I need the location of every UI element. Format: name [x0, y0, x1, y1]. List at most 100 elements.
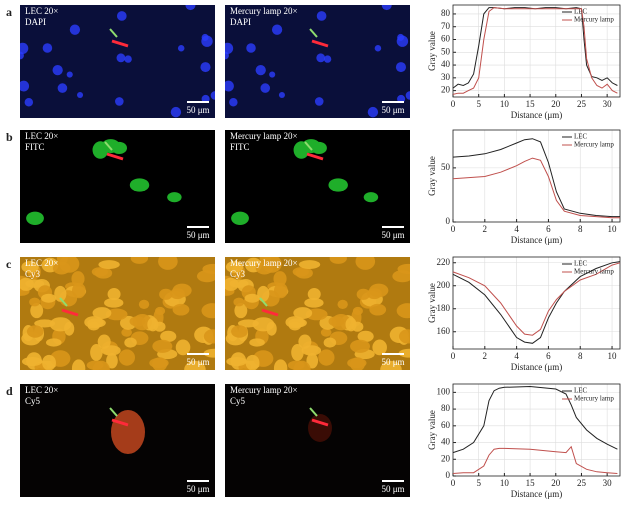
image-content: LEC 20×Cy5 50 μm	[20, 384, 215, 497]
arrow	[309, 407, 318, 417]
data-line	[452, 7, 618, 95]
cell	[49, 317, 72, 332]
image-label: Mercury lamp 20×	[230, 258, 298, 268]
y-tick-label: 40	[441, 437, 451, 447]
profile-line	[106, 152, 124, 161]
image-label: Mercury lamp 20×	[230, 6, 298, 16]
arrow	[309, 28, 318, 38]
legend-label: LEC	[574, 260, 588, 268]
panel-letter: c	[6, 257, 12, 271]
cell	[159, 288, 173, 300]
cell	[231, 325, 248, 338]
image-label: DAPI	[25, 17, 46, 27]
cell	[298, 334, 312, 349]
y-tick-label: 200	[437, 280, 451, 290]
cell	[71, 359, 86, 370]
nucleus	[395, 62, 407, 73]
cell	[90, 344, 103, 361]
micrograph: Mercury lamp 20×FITC 50 μm	[225, 130, 410, 243]
cell	[392, 270, 410, 283]
cell	[97, 334, 111, 349]
cell	[225, 261, 244, 273]
x-tick-label: 8	[578, 224, 583, 234]
cell	[130, 257, 149, 264]
nucleus	[201, 94, 210, 104]
image-content: Mercury lamp 20×FITC 50 μm	[225, 130, 410, 243]
nucleus	[170, 106, 182, 118]
cell	[244, 293, 260, 303]
cell	[345, 317, 357, 332]
cell	[152, 339, 173, 353]
x-axis-label: Distance (μm)	[511, 110, 563, 120]
cell	[54, 285, 67, 302]
cell	[298, 260, 321, 269]
panel-letter: a	[6, 5, 12, 19]
cell	[380, 360, 402, 370]
image-label: LEC 20×	[25, 385, 58, 395]
nucleus	[24, 98, 34, 107]
scale-label: 50 μm	[186, 484, 209, 494]
cell	[225, 277, 239, 291]
cell	[352, 306, 363, 316]
cell	[245, 354, 260, 370]
legend-label: Mercury lamp	[574, 395, 614, 403]
data-line	[452, 262, 621, 336]
nucleus	[316, 11, 327, 21]
cell	[21, 261, 39, 273]
nucleus	[397, 33, 405, 41]
scale-label: 50 μm	[186, 230, 209, 240]
cell	[42, 354, 56, 370]
y-tick-label: 220	[437, 257, 451, 267]
cell	[329, 257, 347, 264]
cell	[369, 303, 387, 316]
image-label: Cy5	[230, 396, 246, 406]
y-axis-label: Gray value	[427, 410, 437, 450]
micrograph: Mercury lamp 20×Cy3 50 μm	[225, 257, 410, 370]
x-tick-label: 4	[514, 351, 519, 361]
y-tick-label: 60	[441, 34, 451, 44]
x-tick-label: 10	[608, 224, 618, 234]
cell	[337, 299, 348, 309]
micrograph: LEC 20×FITC 50 μm	[20, 130, 215, 243]
legend-label: LEC	[574, 133, 588, 141]
cell	[94, 267, 113, 279]
y-tick-label: 0	[446, 216, 451, 226]
nucleus	[255, 64, 266, 76]
cell	[92, 360, 110, 370]
cell	[138, 299, 150, 309]
micrograph: LEC 20×Cy3 50 μm	[20, 257, 215, 370]
cell	[106, 353, 118, 369]
cell	[323, 337, 337, 348]
y-axis-label: Gray value	[427, 156, 437, 196]
cell	[356, 288, 371, 300]
cell	[118, 349, 135, 366]
cell	[234, 302, 248, 319]
x-tick-label: 0	[451, 351, 456, 361]
scale-label: 50 μm	[381, 230, 404, 240]
plot-frame	[452, 256, 621, 350]
y-tick-label: 80	[441, 8, 451, 18]
image-label: Cy3	[230, 269, 246, 279]
image-label: FITC	[230, 142, 250, 152]
data-line	[452, 261, 621, 344]
cell	[111, 141, 128, 155]
cell	[273, 359, 288, 370]
x-axis-label: Distance (μm)	[511, 362, 563, 372]
y-tick-label: 50	[441, 162, 451, 172]
nucleus	[367, 106, 379, 118]
micrograph: Mercury lamp 20×Cy5 50 μm	[225, 384, 410, 497]
y-tick-label: 80	[441, 403, 451, 413]
nucleus	[269, 71, 276, 78]
nucleus	[76, 91, 84, 99]
x-tick-label: 6	[546, 224, 551, 234]
scale-label: 50 μm	[186, 105, 209, 115]
x-tick-label: 25	[577, 99, 587, 109]
nucleus	[52, 64, 63, 76]
arrow	[304, 141, 313, 151]
x-tick-label: 10	[500, 99, 510, 109]
profile-line	[311, 39, 329, 48]
y-tick-label: 0	[446, 470, 451, 480]
cell	[293, 307, 313, 319]
cell	[129, 178, 150, 192]
cell	[45, 338, 62, 347]
